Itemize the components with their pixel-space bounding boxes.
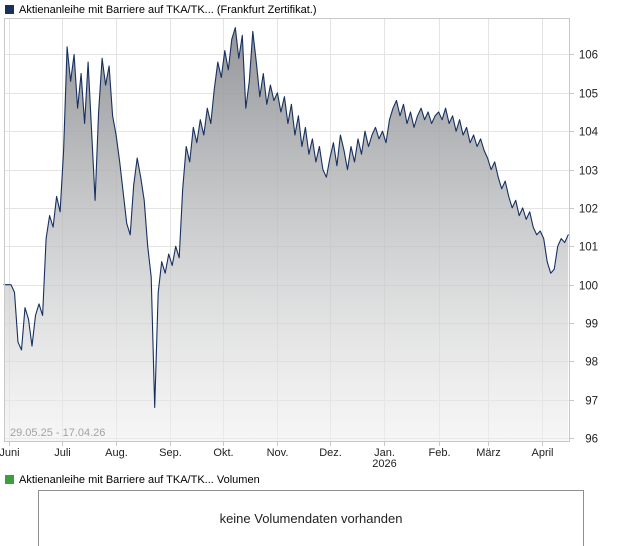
x-axis-labels: Juni Juli Aug. Sep. Okt. Nov. Dez. Jan.2026 Feb.… [0, 442, 554, 469]
svg-text:Dez.: Dez. [319, 447, 342, 459]
volume-series-label: Aktienanleihe mit Barriere auf TKA/TK...… [19, 473, 260, 486]
svg-text:Sep.: Sep. [159, 447, 182, 459]
price-chart: 29.05.25 - 17.04.26 96 97 98 99 100 101 102 103 1… [0, 18, 599, 469]
y-axis-labels: 96 97 98 99 100 101 102 103 104 105 106 [570, 50, 599, 446]
page: { "price_legend": { "label": "Aktienanle… [0, 3, 620, 546]
svg-text:Feb.: Feb. [428, 447, 450, 459]
svg-text:Juni: Juni [0, 447, 20, 459]
volume-panel: keine Volumendaten vorhanden [38, 490, 584, 546]
svg-text:2026: 2026 [372, 458, 396, 469]
price-series-color-swatch [5, 5, 14, 14]
svg-text:104: 104 [579, 127, 599, 139]
svg-text:96: 96 [585, 434, 598, 446]
volume-series-legend: Aktienanleihe mit Barriere auf TKA/TK...… [0, 473, 620, 486]
svg-text:98: 98 [585, 357, 598, 369]
svg-text:Okt.: Okt. [213, 447, 233, 459]
date-range-label: 29.05.25 - 17.04.26 [10, 427, 105, 439]
svg-text:103: 103 [579, 166, 598, 178]
svg-text:Juli: Juli [54, 447, 71, 459]
svg-text:101: 101 [579, 242, 598, 254]
price-series-label: Aktienanleihe mit Barriere auf TKA/TK...… [19, 3, 317, 16]
chart-border [4, 18, 570, 442]
svg-text:Nov.: Nov. [267, 447, 289, 459]
price-line [3, 27, 569, 409]
svg-text:99: 99 [585, 319, 598, 331]
price-series-legend: Aktienanleihe mit Barriere auf TKA/TK...… [0, 3, 620, 16]
svg-text:März: März [476, 447, 500, 459]
svg-text:102: 102 [579, 204, 598, 216]
svg-text:Jan.: Jan. [374, 447, 395, 459]
svg-text:97: 97 [585, 396, 598, 408]
svg-text:Aug.: Aug. [105, 447, 128, 459]
volume-series-color-swatch [5, 475, 14, 484]
svg-text:April: April [531, 447, 553, 459]
svg-text:106: 106 [579, 50, 598, 62]
svg-text:105: 105 [579, 89, 598, 101]
svg-text:100: 100 [579, 281, 598, 293]
no-volume-message: keine Volumendaten vorhanden [219, 511, 403, 526]
price-area [4, 27, 569, 442]
